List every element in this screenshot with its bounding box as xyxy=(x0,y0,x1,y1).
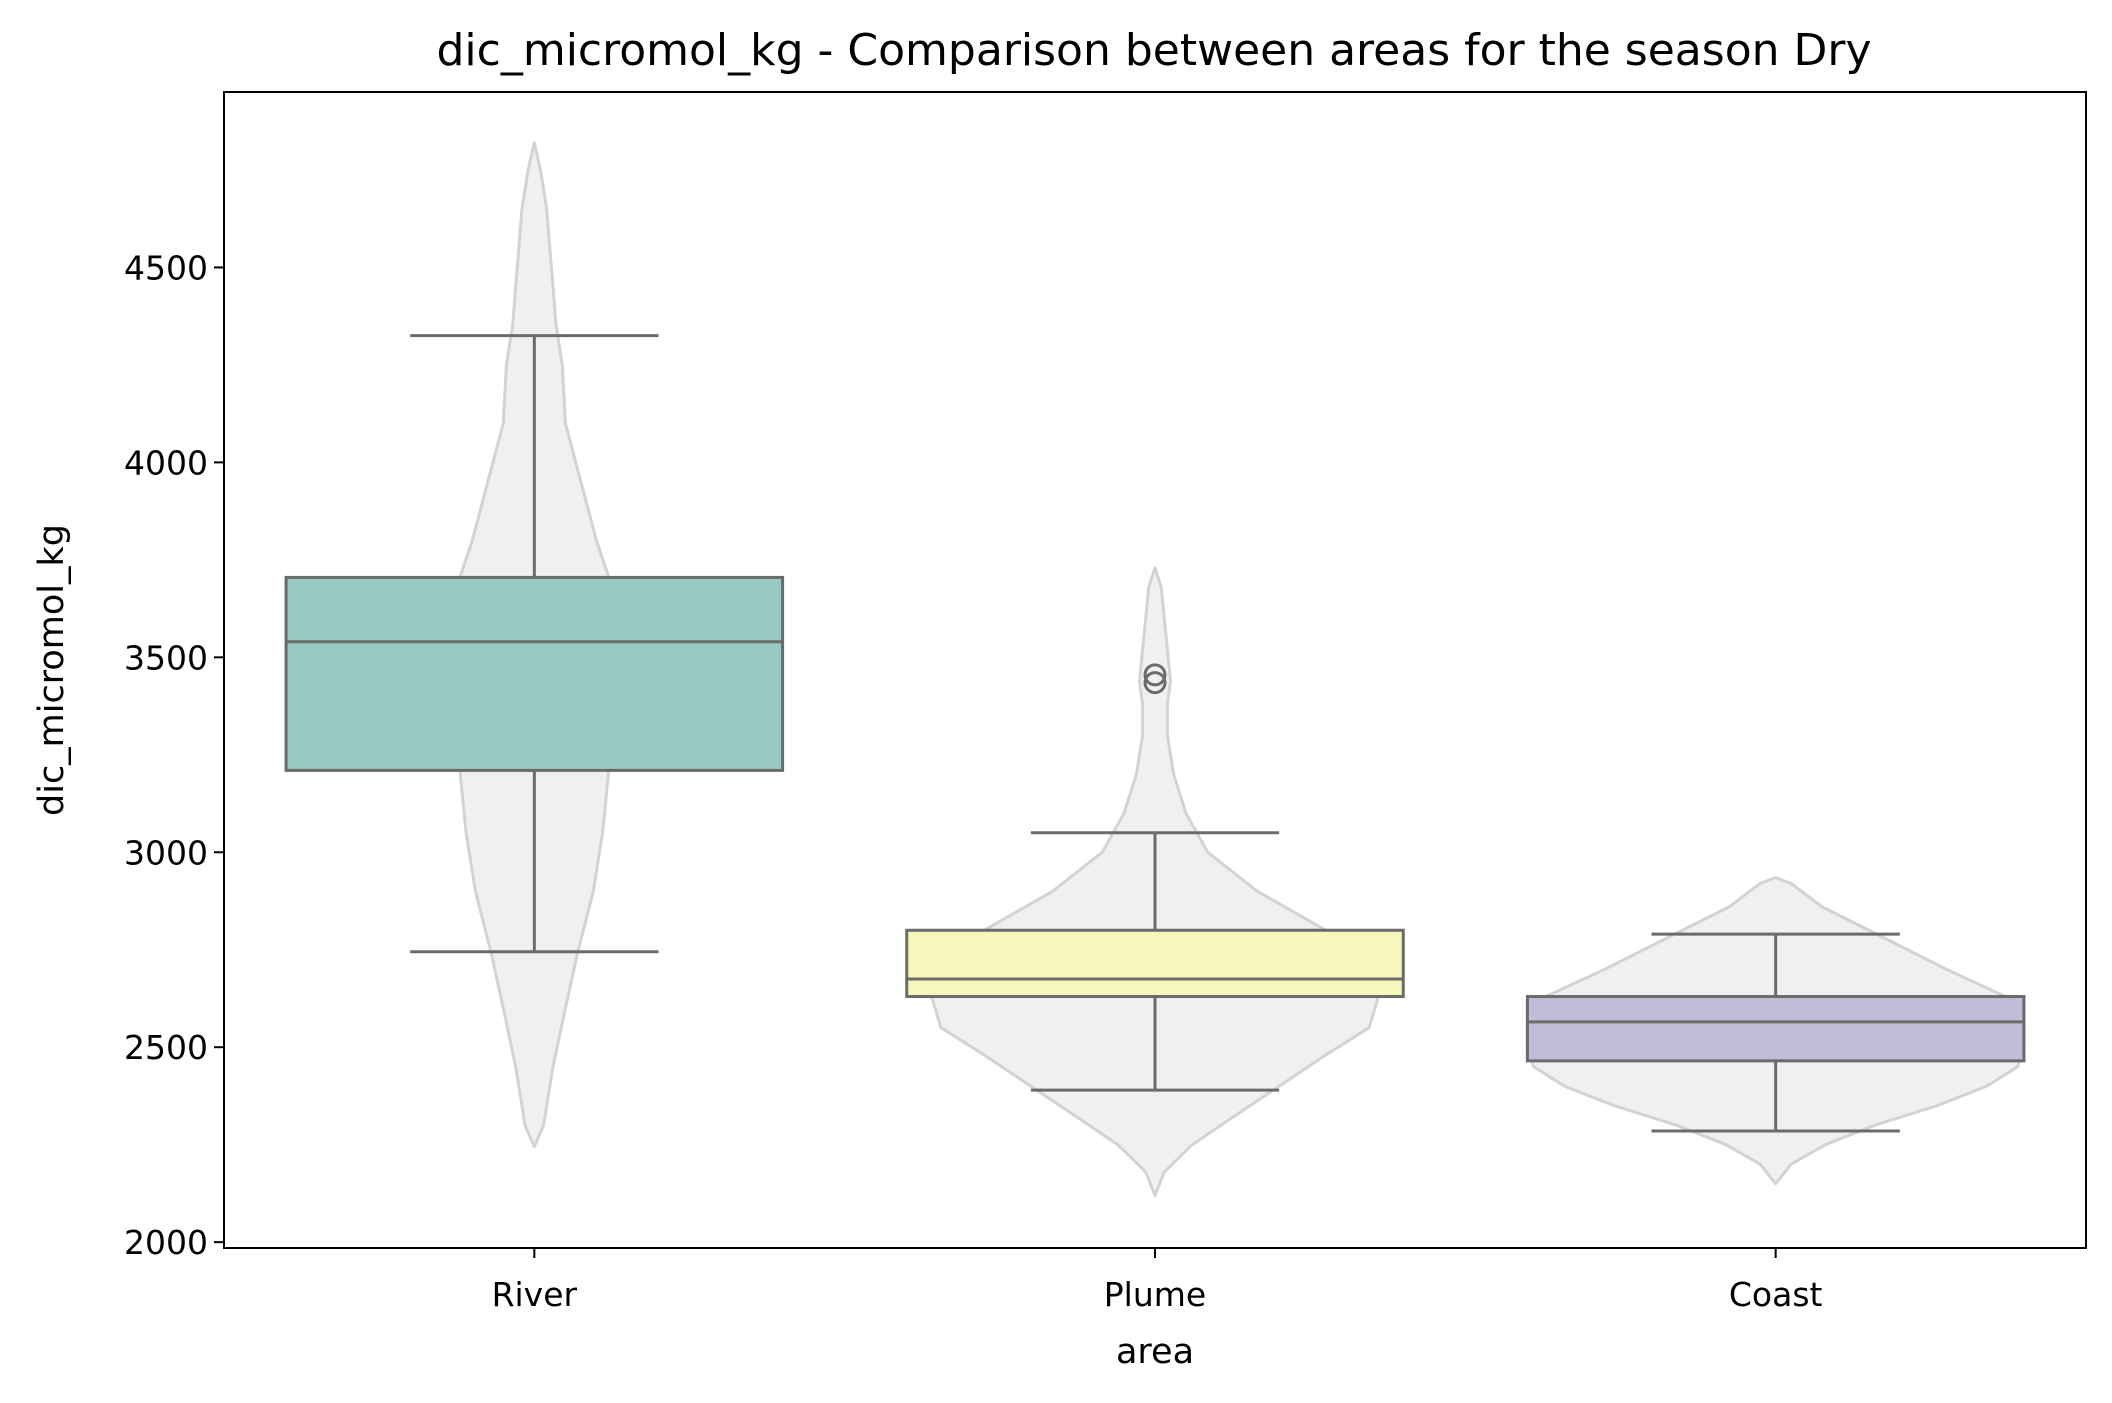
y-tick-label: 3000 xyxy=(124,833,208,872)
y-tick-label: 3500 xyxy=(124,638,208,677)
y-axis: 2000 2500 3000 3500 4000 4500 xyxy=(124,248,224,1262)
x-axis: River Plume Coast xyxy=(492,1248,1823,1314)
x-tick-label: Coast xyxy=(1729,1275,1823,1314)
chart-title: dic_micromol_kg - Comparison between are… xyxy=(436,25,1871,76)
y-tick-label: 4000 xyxy=(124,443,208,482)
outlier-point-plume xyxy=(1143,663,1167,687)
box-plume xyxy=(905,928,1405,999)
x-tick-label: Plume xyxy=(1104,1275,1206,1314)
x-tick-label: River xyxy=(492,1275,578,1314)
y-tick-label: 4500 xyxy=(124,248,208,287)
y-tick-label: 2500 xyxy=(124,1028,208,1067)
box-coast xyxy=(1525,995,2026,1063)
outlier-point-plume xyxy=(1143,671,1167,695)
box-river xyxy=(284,575,785,772)
y-axis-label: dic_micromol_kg xyxy=(32,524,72,816)
plot-area xyxy=(284,141,2026,1197)
x-axis-label: area xyxy=(1116,1332,1194,1372)
y-tick-label: 2000 xyxy=(124,1223,208,1262)
